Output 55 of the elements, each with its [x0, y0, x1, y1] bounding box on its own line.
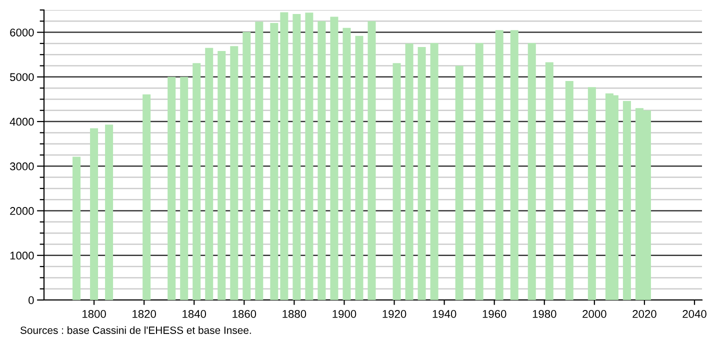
bar: [205, 48, 214, 300]
bar: [318, 21, 326, 300]
bar: [218, 51, 226, 300]
bar: [495, 30, 504, 300]
bar: [510, 30, 518, 300]
bar: [180, 76, 188, 300]
x-tick-label: 1980: [532, 310, 556, 318]
bar: [475, 43, 484, 300]
x-tick-label: 1920: [382, 310, 406, 318]
y-tick-label: 6000: [10, 28, 34, 36]
x-tick-label: 1880: [282, 310, 306, 318]
bar: [280, 12, 288, 300]
x-tick-label: 2040: [682, 310, 706, 318]
bar: [392, 63, 401, 300]
bar: [242, 32, 251, 300]
bar: [292, 14, 301, 300]
x-tick-label: 1800: [82, 310, 106, 318]
bar: [142, 94, 151, 300]
bar: [455, 66, 464, 300]
x-tick-label: 1960: [482, 310, 506, 318]
bar: [565, 80, 574, 300]
y-tick-label: 2000: [10, 207, 34, 215]
y-tick-label: 3000: [10, 162, 34, 170]
bar: [622, 101, 631, 300]
bar: [588, 87, 596, 300]
x-tick-label: 2020: [632, 310, 656, 318]
bar: [105, 124, 114, 300]
bar: [90, 128, 98, 300]
bar: [255, 22, 264, 300]
bar: [230, 46, 238, 300]
bar: [418, 47, 426, 300]
x-tick-label: 1860: [232, 310, 256, 318]
bar: [342, 28, 351, 300]
x-tick-label: 1940: [432, 310, 456, 318]
bar: [528, 43, 536, 300]
bar: [305, 12, 314, 300]
y-tick-label: 4000: [10, 118, 34, 126]
x-tick-label: 2000: [582, 310, 606, 318]
y-tick-label: 1000: [10, 252, 34, 260]
bar: [168, 76, 176, 300]
x-tick-label: 1820: [132, 310, 156, 318]
bar: [330, 16, 338, 300]
source-note: Sources : base Cassini de l'EHESS et base Insee.: [20, 326, 251, 334]
bar: [545, 62, 554, 300]
bar: [430, 43, 438, 300]
x-tick-label: 1900: [332, 310, 356, 318]
bar: [270, 22, 278, 300]
bar: [72, 156, 81, 300]
y-tick-label: 5000: [10, 73, 34, 82]
x-tick-label: 1840: [182, 310, 206, 318]
y-tick-label: 0: [28, 296, 34, 304]
bar: [355, 36, 364, 300]
bar: [405, 43, 414, 300]
bar: [368, 21, 376, 300]
bar: [192, 63, 201, 300]
